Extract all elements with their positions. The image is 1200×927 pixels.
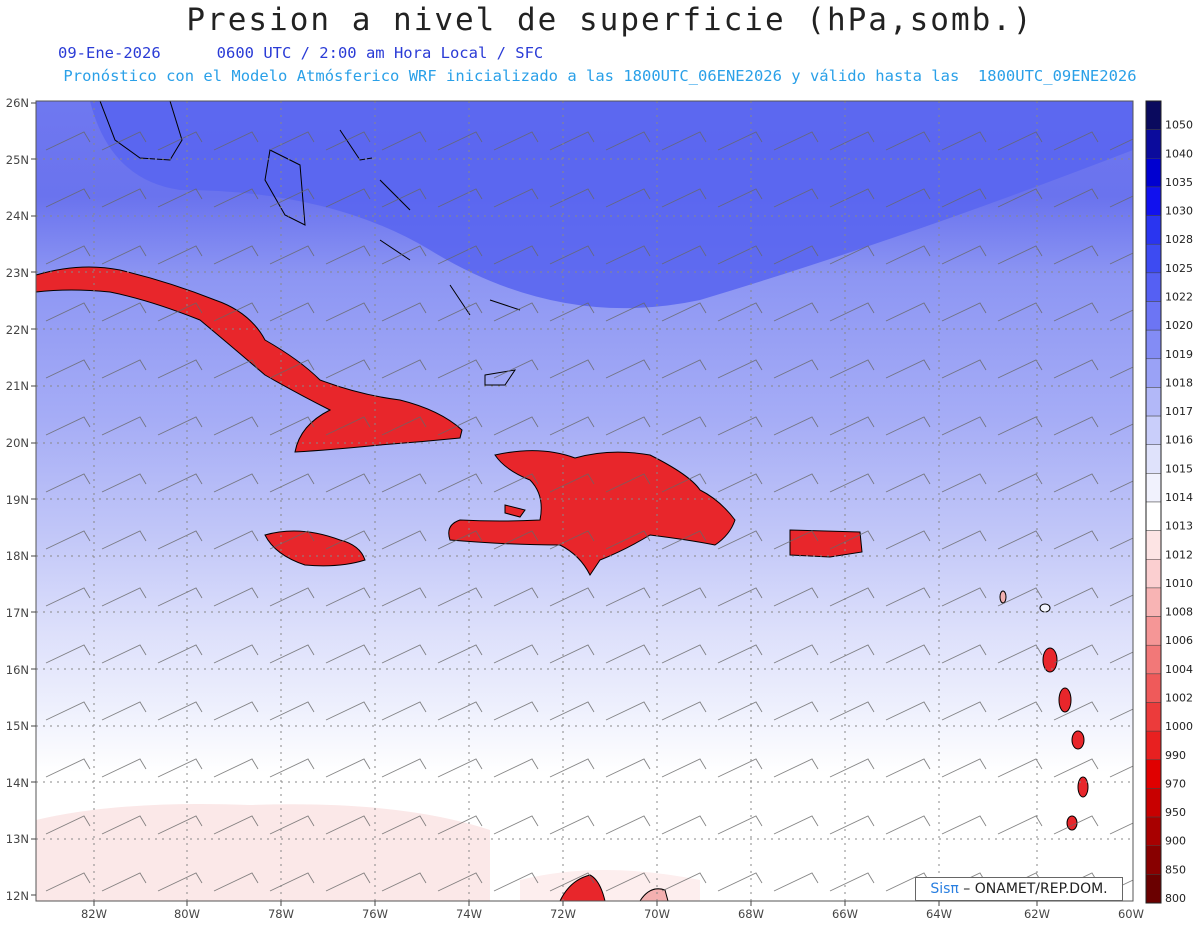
legend-label: 1000 — [1165, 720, 1193, 733]
legend-swatch — [1145, 559, 1162, 589]
legend-swatch — [1145, 530, 1162, 560]
legend-label: 1016 — [1165, 434, 1193, 447]
lon-ticks — [93, 901, 1038, 906]
legend-label: 1002 — [1165, 692, 1193, 705]
lat-label: 19N — [6, 493, 29, 507]
legend-swatch — [1145, 816, 1162, 846]
legend-label: 1030 — [1165, 205, 1193, 218]
lat-label: 20N — [6, 436, 29, 450]
lon-label: 64W — [926, 907, 952, 921]
lat-label: 17N — [6, 606, 29, 620]
lon-label: 82W — [81, 907, 107, 921]
forecast-time-label: 0600 UTC / 2:00 am Hora Local / SFC — [216, 44, 544, 62]
sisp-logo: Sisπ — [930, 881, 959, 897]
legend-swatch — [1145, 100, 1162, 130]
legend-swatch — [1145, 874, 1162, 904]
lon-label: 78W — [268, 907, 294, 921]
lat-label: 26N — [6, 96, 29, 110]
lon-label: 60W — [1118, 907, 1144, 921]
legend-label: 900 — [1165, 835, 1186, 848]
forecast-date: 09-Ene-2026 — [58, 44, 161, 62]
legend-swatch — [1145, 473, 1162, 503]
legend-label: 1010 — [1165, 577, 1193, 590]
lat-label: 18N — [6, 549, 29, 563]
legend-swatch — [1145, 644, 1162, 675]
lon-label: 66W — [832, 907, 858, 921]
legend-label: 1020 — [1165, 319, 1193, 332]
legend-swatch — [1145, 158, 1162, 188]
legend-label: 1022 — [1165, 291, 1193, 304]
legend-swatch — [1145, 616, 1162, 646]
lon-label: 72W — [550, 907, 576, 921]
lat-label: 25N — [6, 153, 29, 167]
legend-swatch — [1145, 129, 1162, 159]
map-area — [36, 101, 1133, 901]
forecast-time: 09-Ene-2026 0600 UTC / 2:00 am Hora Loca… — [58, 44, 543, 62]
latitude-labels: 26N 25N 24N 23N 22N 21N 20N 19N 18N 17N … — [6, 96, 29, 903]
legend-label: 1004 — [1165, 663, 1193, 676]
lat-ticks — [31, 102, 36, 896]
legend-swatch — [1145, 788, 1162, 818]
lat-label: 12N — [6, 889, 29, 903]
map-title: Presion a nivel de superficie (hPa,somb.… — [186, 2, 1034, 38]
lon-label: 80W — [174, 907, 200, 921]
legend-label: 1040 — [1165, 147, 1193, 160]
legend-label: 1050 — [1165, 119, 1193, 132]
lat-label: 24N — [6, 209, 29, 223]
legend-swatch — [1145, 673, 1162, 703]
legend-label: 970 — [1165, 777, 1186, 790]
lat-label: 14N — [6, 776, 29, 790]
lon-label: 62W — [1024, 907, 1050, 921]
legend-label: 1019 — [1165, 348, 1193, 361]
legend-swatch — [1145, 845, 1162, 875]
legend-swatch — [1145, 301, 1162, 331]
legend-swatch — [1145, 730, 1162, 761]
legend-swatch — [1145, 387, 1162, 417]
legend-label: 800 — [1165, 892, 1186, 905]
legend-swatch — [1145, 759, 1162, 789]
legend-label: 1035 — [1165, 176, 1193, 189]
legend-swatch — [1145, 215, 1162, 245]
lat-label: 23N — [6, 266, 29, 280]
legend-label: 990 — [1165, 749, 1186, 762]
credit-text: – ONAMET/REP.DOM. — [958, 881, 1108, 897]
lon-label: 76W — [362, 907, 388, 921]
graticule — [36, 101, 1133, 901]
legend-label: 1014 — [1165, 491, 1193, 504]
legend-label: 1028 — [1165, 233, 1193, 246]
legend-swatch — [1145, 501, 1162, 531]
legend-label: 1008 — [1165, 606, 1193, 619]
longitude-labels: 82W 80W 78W 76W 74W 72W 70W 68W 66W 64W … — [81, 907, 1144, 921]
legend-label: 1017 — [1165, 405, 1193, 418]
lon-label: 68W — [738, 907, 764, 921]
legend-label: 850 — [1165, 863, 1186, 876]
legend-swatch — [1145, 243, 1162, 274]
legend-swatch — [1145, 329, 1162, 360]
credit-box: Sisπ – ONAMET/REP.DOM. — [915, 877, 1123, 901]
legend-label: 950 — [1165, 806, 1186, 819]
lat-label: 22N — [6, 323, 29, 337]
model-info: Pronóstico con el Modelo Atmósferico WRF… — [63, 67, 1137, 85]
legend-swatch — [1145, 272, 1162, 302]
lon-label: 70W — [644, 907, 670, 921]
legend-swatch — [1145, 587, 1162, 617]
pressure-legend: 1050 1040 1035 1030 1028 1025 1022 1020 1019 1018… — [1145, 100, 1193, 905]
lat-label: 15N — [6, 719, 29, 733]
lon-label: 74W — [456, 907, 482, 921]
lat-label: 13N — [6, 832, 29, 846]
legend-swatch — [1145, 444, 1162, 474]
legend-label: 1013 — [1165, 520, 1193, 533]
legend-swatch — [1145, 415, 1162, 445]
legend-swatch — [1145, 702, 1162, 732]
legend-swatch — [1145, 358, 1162, 388]
lat-label: 21N — [6, 379, 29, 393]
legend-label: 1025 — [1165, 262, 1193, 275]
legend-label: 1015 — [1165, 462, 1193, 475]
legend-label: 1006 — [1165, 634, 1193, 647]
lat-label: 16N — [6, 663, 29, 677]
legend-label: 1018 — [1165, 376, 1193, 389]
legend-swatch — [1145, 186, 1162, 216]
legend-label: 1012 — [1165, 548, 1193, 561]
